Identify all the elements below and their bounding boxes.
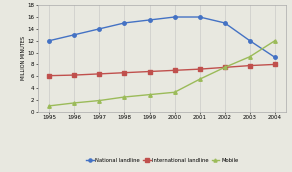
National landline bbox=[248, 40, 252, 42]
Line: Mobile: Mobile bbox=[48, 39, 277, 108]
International landline bbox=[123, 72, 126, 74]
Legend: National landline, International landline, Mobile: National landline, International landlin… bbox=[84, 155, 240, 165]
International landline bbox=[223, 66, 227, 68]
Line: National landline: National landline bbox=[48, 15, 277, 59]
Y-axis label: MILLION MINUTES: MILLION MINUTES bbox=[21, 36, 26, 80]
National landline bbox=[72, 34, 76, 36]
Mobile bbox=[98, 100, 101, 102]
Mobile bbox=[248, 56, 252, 58]
Mobile bbox=[48, 105, 51, 107]
International landline bbox=[198, 68, 201, 70]
Mobile bbox=[198, 78, 201, 80]
International landline bbox=[98, 73, 101, 75]
Mobile bbox=[72, 102, 76, 104]
Mobile bbox=[273, 40, 277, 42]
Mobile bbox=[223, 66, 227, 68]
Mobile bbox=[123, 96, 126, 98]
National landline bbox=[123, 22, 126, 24]
International landline bbox=[48, 75, 51, 77]
Mobile bbox=[173, 91, 176, 93]
National landline bbox=[173, 16, 176, 18]
International landline bbox=[248, 64, 252, 67]
National landline bbox=[223, 22, 227, 24]
National landline bbox=[273, 56, 277, 58]
International landline bbox=[72, 74, 76, 76]
National landline bbox=[98, 28, 101, 30]
Line: International landline: International landline bbox=[48, 63, 277, 77]
National landline bbox=[148, 19, 151, 21]
International landline bbox=[173, 69, 176, 71]
National landline bbox=[198, 16, 201, 18]
National landline bbox=[48, 40, 51, 42]
International landline bbox=[148, 71, 151, 73]
Mobile bbox=[148, 94, 151, 96]
International landline bbox=[273, 63, 277, 65]
